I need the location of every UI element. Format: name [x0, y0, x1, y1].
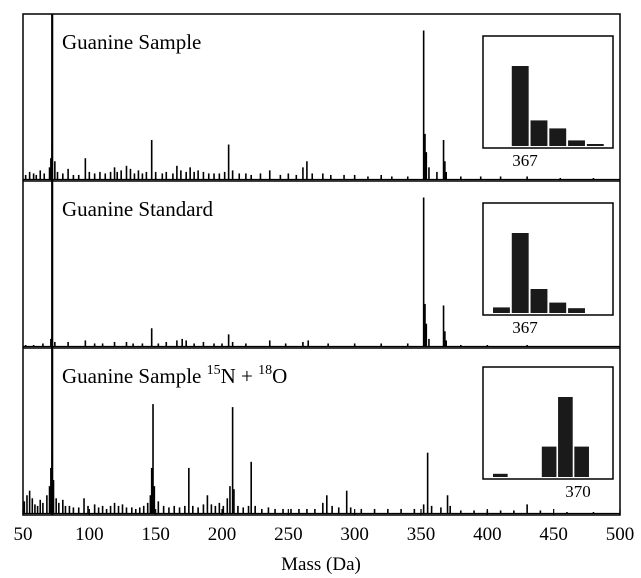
inset-bar: [530, 289, 548, 313]
spectrum-panel: Guanine Standard 367: [23, 180, 620, 348]
inset-mass-label: 367: [512, 151, 538, 170]
inset-bar: [586, 144, 604, 146]
x-tick-label: 50: [14, 524, 33, 545]
inset-frame: [482, 35, 614, 149]
title-superscript: 15: [207, 363, 221, 378]
inset-bar: [549, 302, 567, 313]
plot-frame: [22, 13, 621, 516]
inset-bar: [558, 397, 573, 477]
title-text: O: [272, 364, 287, 388]
inset-bar: [568, 140, 585, 146]
panel-title: Guanine Sample 15N + 18O: [62, 363, 287, 388]
inset-bar: [541, 446, 557, 477]
panel-title: Guanine Standard: [62, 197, 214, 221]
isotope-inset: 367: [482, 35, 614, 170]
inset-mass-label: 370: [565, 482, 591, 501]
inset-frame: [482, 202, 614, 316]
inset-bar: [574, 446, 589, 477]
x-tick-label: 250: [274, 524, 303, 545]
inset-mass-label: 367: [512, 318, 538, 337]
inset-frame: [482, 366, 614, 480]
x-tick-label: 450: [539, 524, 568, 545]
title-superscript: 18: [258, 363, 272, 378]
title-text: N +: [221, 364, 259, 388]
isotope-inset: 370: [482, 366, 614, 501]
isotope-inset: 367: [482, 202, 614, 337]
x-tick-label: 100: [75, 524, 104, 545]
panel-title: Guanine Sample: [62, 30, 201, 54]
x-tick-label: 350: [407, 524, 436, 545]
inset-bar: [511, 233, 529, 313]
x-tick-label: 500: [606, 524, 635, 545]
spectrum-panel: Guanine Sample 15N + 18O 370: [23, 347, 620, 515]
x-tick-label: 200: [208, 524, 237, 545]
inset-bar: [549, 128, 567, 146]
x-axis: 50 100 150 200 250 300 350 400 450 500: [14, 509, 635, 545]
x-tick-label: 300: [340, 524, 369, 545]
inset-bar: [493, 473, 508, 477]
x-tick-label: 150: [141, 524, 170, 545]
inset-bar: [493, 307, 510, 313]
inset-bar: [530, 120, 548, 146]
inset-bar: [568, 308, 585, 313]
x-axis-title: Mass (Da): [281, 554, 361, 575]
spectrum-panel: Guanine Sample 367: [23, 30, 620, 181]
inset-bar: [511, 66, 529, 146]
x-tick-label: 400: [473, 524, 502, 545]
